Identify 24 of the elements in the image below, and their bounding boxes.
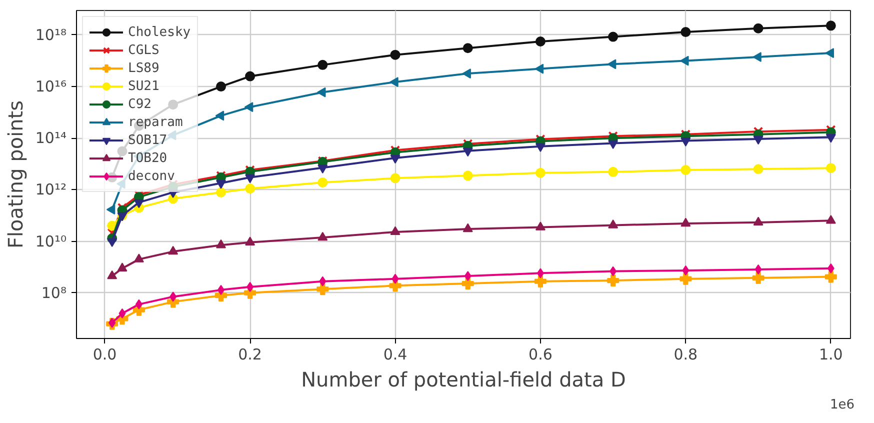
y-tick-label: 10¹⁶	[35, 78, 67, 96]
x-tick-label: 1.0	[818, 346, 843, 364]
y-tick-label: 10¹⁰	[35, 232, 67, 250]
x-tick-label: 0.0	[92, 346, 117, 364]
y-tick-label: 10¹²	[35, 180, 67, 199]
x-axis-title: Number of potential-field data D	[301, 368, 626, 392]
x-tick-label: 0.4	[383, 346, 408, 364]
y-tick-label: 10⁸	[41, 284, 67, 302]
legend-label: C92	[128, 96, 152, 113]
y-axis-title: Floating points	[3, 100, 28, 249]
legend-label: Cholesky	[128, 24, 191, 41]
legend-label: deconv	[128, 168, 175, 185]
x-tick-label: 0.6	[528, 346, 552, 364]
legend-label: SOB17	[128, 132, 168, 149]
y-tick-label: 10¹⁸	[35, 26, 67, 44]
x-tick-label: 0.2	[238, 346, 262, 364]
legend-label: SU21	[128, 78, 160, 95]
text: 1e6	[830, 398, 855, 412]
legend-label: TOB20	[128, 150, 168, 167]
x-tick-label: 0.8	[674, 346, 698, 364]
legend-label: reparam	[128, 114, 183, 131]
legend-label: CGLS	[128, 42, 160, 59]
y-tick-label: 10¹⁴	[35, 129, 67, 148]
legend-label: LS89	[128, 60, 160, 77]
